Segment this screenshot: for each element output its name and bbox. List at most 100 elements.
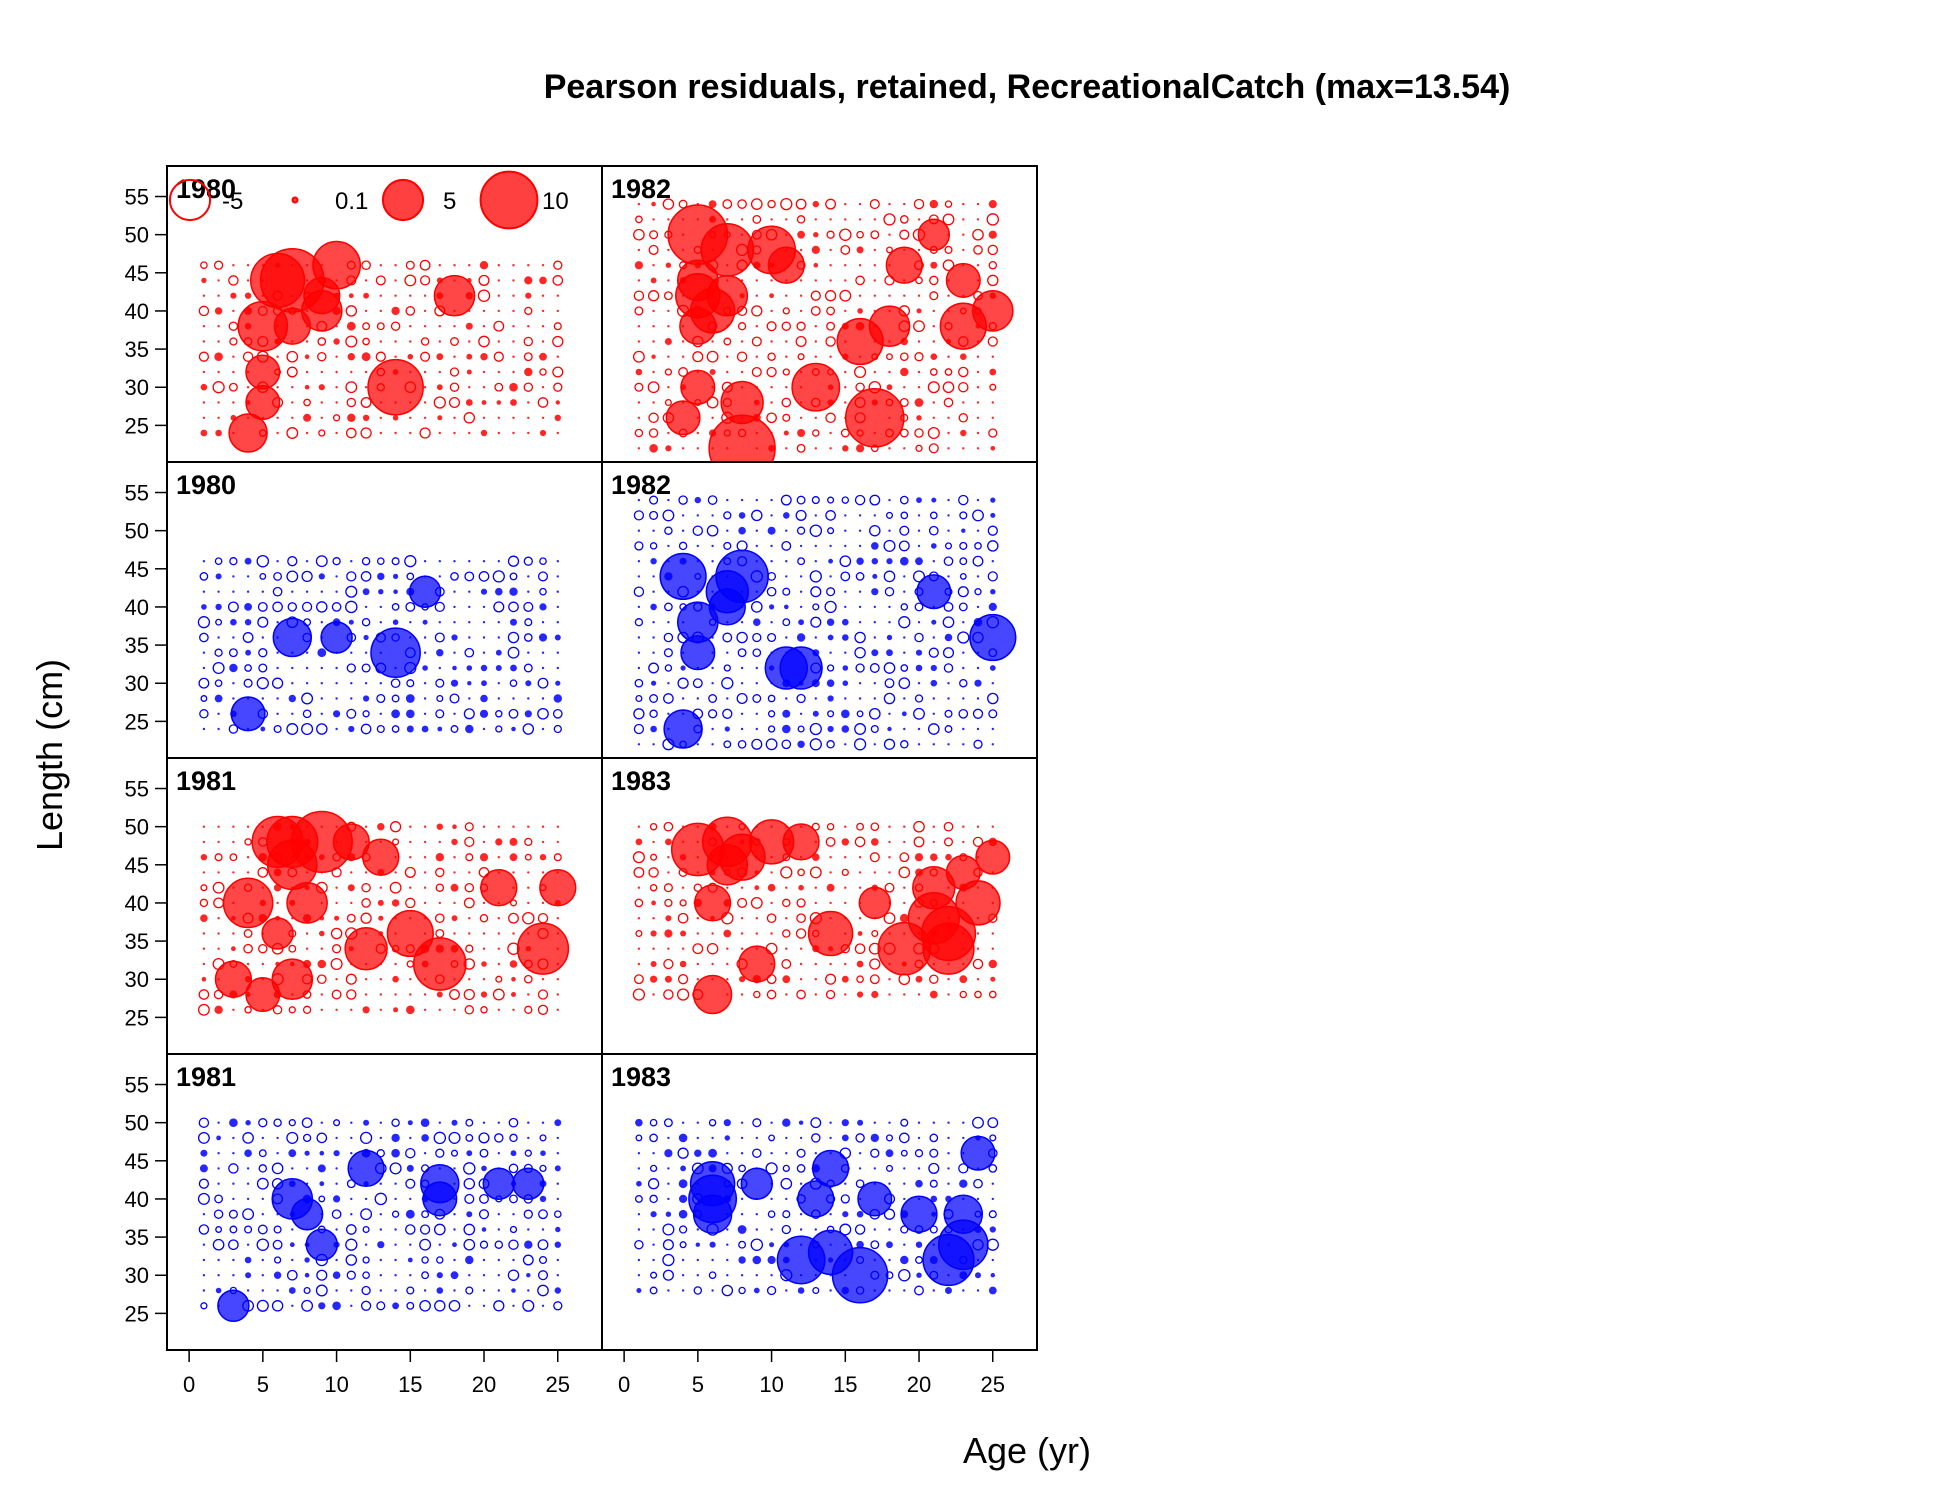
residual-point (899, 229, 910, 240)
residual-point (873, 370, 876, 374)
residual-point (258, 1149, 267, 1158)
y-tick-label: 55 (125, 1073, 149, 1098)
residual-point (364, 978, 368, 981)
residual-point (765, 738, 778, 751)
y-tick-label: 40 (125, 299, 149, 324)
residual-point (667, 712, 670, 715)
residual-point (468, 871, 471, 874)
residual-point (423, 901, 427, 905)
residual-point (647, 290, 660, 302)
x-tick-label: 10 (759, 1372, 783, 1397)
residual-point (202, 401, 206, 404)
residual-point (451, 915, 458, 922)
residual-point (466, 665, 473, 671)
residual-point (855, 663, 865, 673)
residual-point (888, 1182, 891, 1185)
residual-point (782, 1164, 790, 1173)
residual-point (871, 542, 879, 550)
residual-point (829, 279, 832, 282)
residual-point (647, 381, 660, 394)
residual-point (681, 1289, 685, 1292)
residual-point (463, 897, 475, 909)
residual-point (785, 340, 788, 343)
residual-point (886, 649, 893, 657)
residual-point (507, 631, 520, 644)
residual-point (752, 214, 762, 224)
residual-point (409, 294, 412, 297)
residual-point (434, 1300, 446, 1312)
residual-point (856, 1210, 864, 1218)
residual-point (888, 1289, 891, 1292)
residual-point (522, 723, 535, 735)
residual-point (723, 511, 732, 520)
residual-point (539, 429, 547, 437)
residual-point (541, 416, 545, 419)
residual-point (767, 1255, 776, 1265)
residual-bubble (706, 843, 749, 886)
residual-point (379, 1121, 382, 1124)
residual-point (525, 292, 532, 299)
residual-point (958, 381, 969, 393)
residual-point (883, 662, 896, 674)
residual-point (433, 396, 446, 409)
residual-point (827, 710, 835, 718)
residual-point (752, 1148, 762, 1158)
residual-point (799, 416, 803, 419)
residual-point (246, 1167, 250, 1170)
x-tick-label: 5 (257, 1372, 269, 1397)
residual-point (347, 413, 356, 422)
residual-point (197, 1192, 210, 1205)
residual-point (482, 309, 486, 313)
residual-point (493, 1300, 505, 1312)
residual-point (888, 856, 891, 859)
residual-point (988, 230, 997, 239)
residual-point (508, 1163, 519, 1174)
residual-point (453, 1167, 456, 1170)
panel-1980-negative: 1980 (166, 461, 603, 759)
residual-point (243, 943, 253, 954)
residual-point (404, 866, 416, 878)
residual-point (509, 679, 518, 688)
residual-point (482, 947, 486, 950)
residual-point (350, 1121, 353, 1124)
residual-point (900, 664, 909, 672)
residual-point (769, 604, 775, 610)
residual-point (217, 917, 220, 920)
residual-point (335, 1008, 338, 1011)
residual-point (633, 510, 645, 521)
residual-point (303, 1286, 311, 1295)
panel-1983-positive: 1983 (601, 757, 1038, 1055)
residual-point (708, 694, 718, 703)
residual-point (228, 1239, 239, 1251)
residual-point (947, 1167, 950, 1170)
residual-point (453, 1228, 456, 1231)
residual-point (423, 386, 427, 389)
residual-point (197, 616, 211, 629)
residual-point (333, 1195, 341, 1203)
residual-point (649, 694, 659, 703)
residual-point (362, 322, 371, 331)
residual-point (232, 1136, 235, 1140)
residual-point (335, 575, 338, 578)
residual-point (855, 1133, 865, 1143)
residual-point (273, 571, 283, 581)
residual-point (527, 401, 530, 404)
residual-point (959, 511, 968, 520)
residual-point (423, 636, 427, 639)
residual-point (883, 1208, 896, 1220)
residual-point (480, 664, 488, 672)
residual-point (858, 886, 862, 889)
residual-point (827, 496, 835, 504)
residual-point (463, 988, 475, 1001)
residual-point (962, 840, 965, 844)
residual-point (755, 279, 758, 282)
residual-point (246, 279, 250, 282)
residual-point (767, 725, 776, 733)
residual-bubble (320, 621, 353, 654)
residual-point (214, 307, 223, 315)
residual-point (217, 1167, 220, 1170)
residual-point (379, 1258, 382, 1262)
residual-point (538, 633, 548, 642)
residual-point (888, 294, 891, 297)
residual-point (421, 1271, 430, 1280)
